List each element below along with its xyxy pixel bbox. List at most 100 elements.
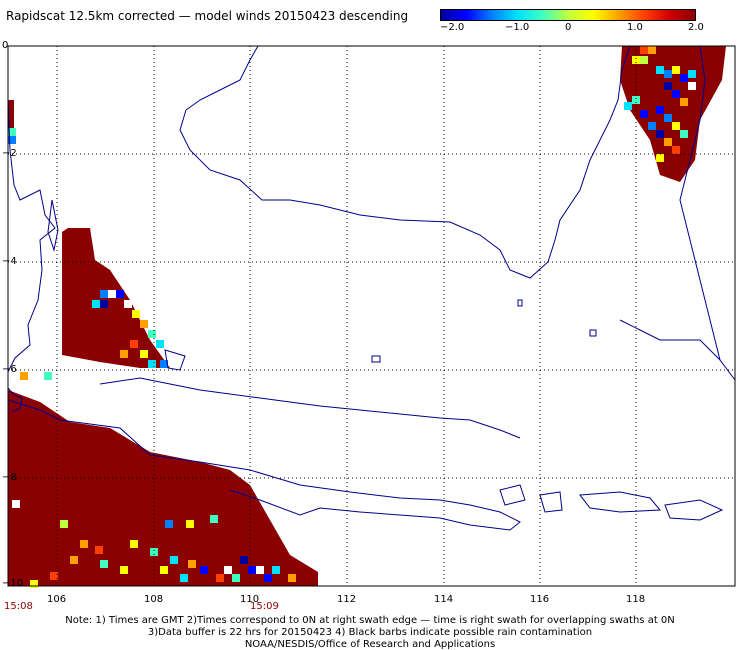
wind-cell-35 [140, 350, 148, 358]
wind-cell-66 [288, 574, 296, 582]
lon-label-112: 112 [337, 594, 357, 605]
wind-cell-10 [672, 90, 680, 98]
coast-bali [499, 484, 526, 506]
lat-label-8s: −8 [2, 472, 17, 483]
time-label-end: 15:09 [250, 601, 279, 612]
wind-cell-48 [95, 546, 103, 554]
coast-island-a [47, 199, 59, 252]
lat-label-4s: −4 [2, 256, 17, 267]
wind-cell-57 [264, 574, 272, 582]
wind-cell-15 [648, 122, 656, 130]
note-line-2: 3)Data buffer is 22 hrs for 20150423 4) … [147, 627, 593, 638]
coast-islet-3 [589, 329, 597, 337]
wind-cell-42 [12, 500, 20, 508]
wind-cell-14 [672, 122, 680, 130]
colorbar-label-zero: 0 [565, 22, 572, 33]
wind-cell-19 [672, 146, 680, 154]
wind-cell-4 [656, 66, 664, 74]
wind-cell-6 [672, 66, 680, 74]
swath-northeast [620, 46, 726, 182]
wind-cell-51 [170, 556, 178, 564]
wind-cell-sumatra-a [8, 100, 14, 128]
wind-cell-27 [116, 290, 124, 298]
colorbar-label-max: 2.0 [688, 22, 704, 33]
wind-cell-52 [188, 560, 196, 568]
wind-cell-60 [120, 566, 128, 574]
wind-cell-34 [156, 340, 164, 348]
coast-sumbawa [579, 491, 662, 513]
lon-label-108: 108 [144, 594, 164, 605]
wind-cell-58 [232, 574, 240, 582]
wind-cell-32 [140, 320, 148, 328]
wind-cell-18 [664, 138, 672, 146]
wind-cell-65 [272, 566, 280, 574]
wind-cell-33 [148, 330, 156, 338]
coast-sumatra [7, 99, 56, 373]
wind-cell-53 [200, 566, 208, 574]
lat-label-0: 0 [2, 40, 9, 51]
wind-cell-25 [100, 290, 108, 298]
lon-label-116: 116 [530, 594, 550, 605]
wind-cell-49 [130, 540, 138, 548]
wind-cells [8, 46, 726, 588]
swath-south [8, 368, 318, 586]
coast-islet-2 [517, 299, 523, 307]
wind-cell-36 [148, 360, 156, 368]
wind-cell-sumatra-c [8, 136, 16, 144]
colorbar-label-pos1: 1.0 [627, 22, 643, 33]
wind-cell-23 [640, 110, 648, 118]
wind-cell-56 [256, 566, 264, 574]
wind-cell-22 [624, 102, 632, 110]
wind-cell-9 [664, 82, 672, 90]
wind-cell-11 [680, 98, 688, 106]
time-label-start: 15:08 [4, 601, 33, 612]
wind-cell-29 [100, 300, 108, 308]
wind-cell-67 [216, 574, 224, 582]
lat-label-10s: −10 [2, 578, 24, 589]
wind-cell-63 [50, 572, 58, 580]
wind-cell-64 [30, 580, 38, 588]
lon-label-106: 106 [47, 594, 67, 605]
wind-cell-8 [688, 70, 696, 78]
coast-lombok [539, 491, 563, 513]
lon-label-114: 114 [434, 594, 454, 605]
wind-cell-13 [664, 114, 672, 122]
map-frame [7, 45, 736, 587]
wind-cell-24 [688, 82, 696, 90]
wind-cell-45 [165, 520, 173, 528]
coast-sulawesi-arm [619, 319, 721, 361]
wind-cell-0 [640, 46, 648, 54]
colorbar [440, 9, 696, 21]
wind-cell-12 [656, 106, 664, 114]
coast-java-north [99, 377, 521, 439]
note-line-3: NOAA/NESDIS/Office of Research and Appli… [244, 639, 496, 650]
wind-cell-17 [680, 130, 688, 138]
wind-cell-68 [224, 566, 232, 574]
lat-label-2s: −2 [2, 148, 17, 159]
wind-cell-59 [180, 574, 188, 582]
coast-borneo [179, 45, 631, 279]
wind-cell-1 [648, 46, 656, 54]
wind-cell-69 [160, 566, 168, 574]
wind-cell-5 [664, 70, 672, 78]
wind-cell-40 [44, 372, 52, 380]
wind-cell-46 [186, 520, 194, 528]
wind-cell-43 [60, 520, 68, 528]
wind-cell-sumatra-b [8, 128, 16, 136]
wind-cell-55 [248, 566, 256, 574]
wind-cell-2 [632, 56, 640, 64]
coast-borneo-west [179, 45, 259, 131]
wind-cell-31 [132, 310, 140, 318]
wind-cell-3 [640, 56, 648, 64]
wind-cell-41 [20, 372, 28, 380]
note-line-1: Note: 1) Times are GMT 2)Times correspon… [65, 615, 675, 626]
coast-flores [664, 499, 724, 521]
wind-cell-61 [100, 560, 108, 568]
wind-cell-44 [210, 515, 218, 523]
wind-cell-16 [656, 130, 664, 138]
coast-islet-1 [371, 355, 381, 363]
wind-cell-54 [240, 556, 248, 564]
wind-cell-39 [120, 350, 128, 358]
wind-cell-28 [92, 300, 100, 308]
lon-label-110: 110 [240, 594, 260, 605]
